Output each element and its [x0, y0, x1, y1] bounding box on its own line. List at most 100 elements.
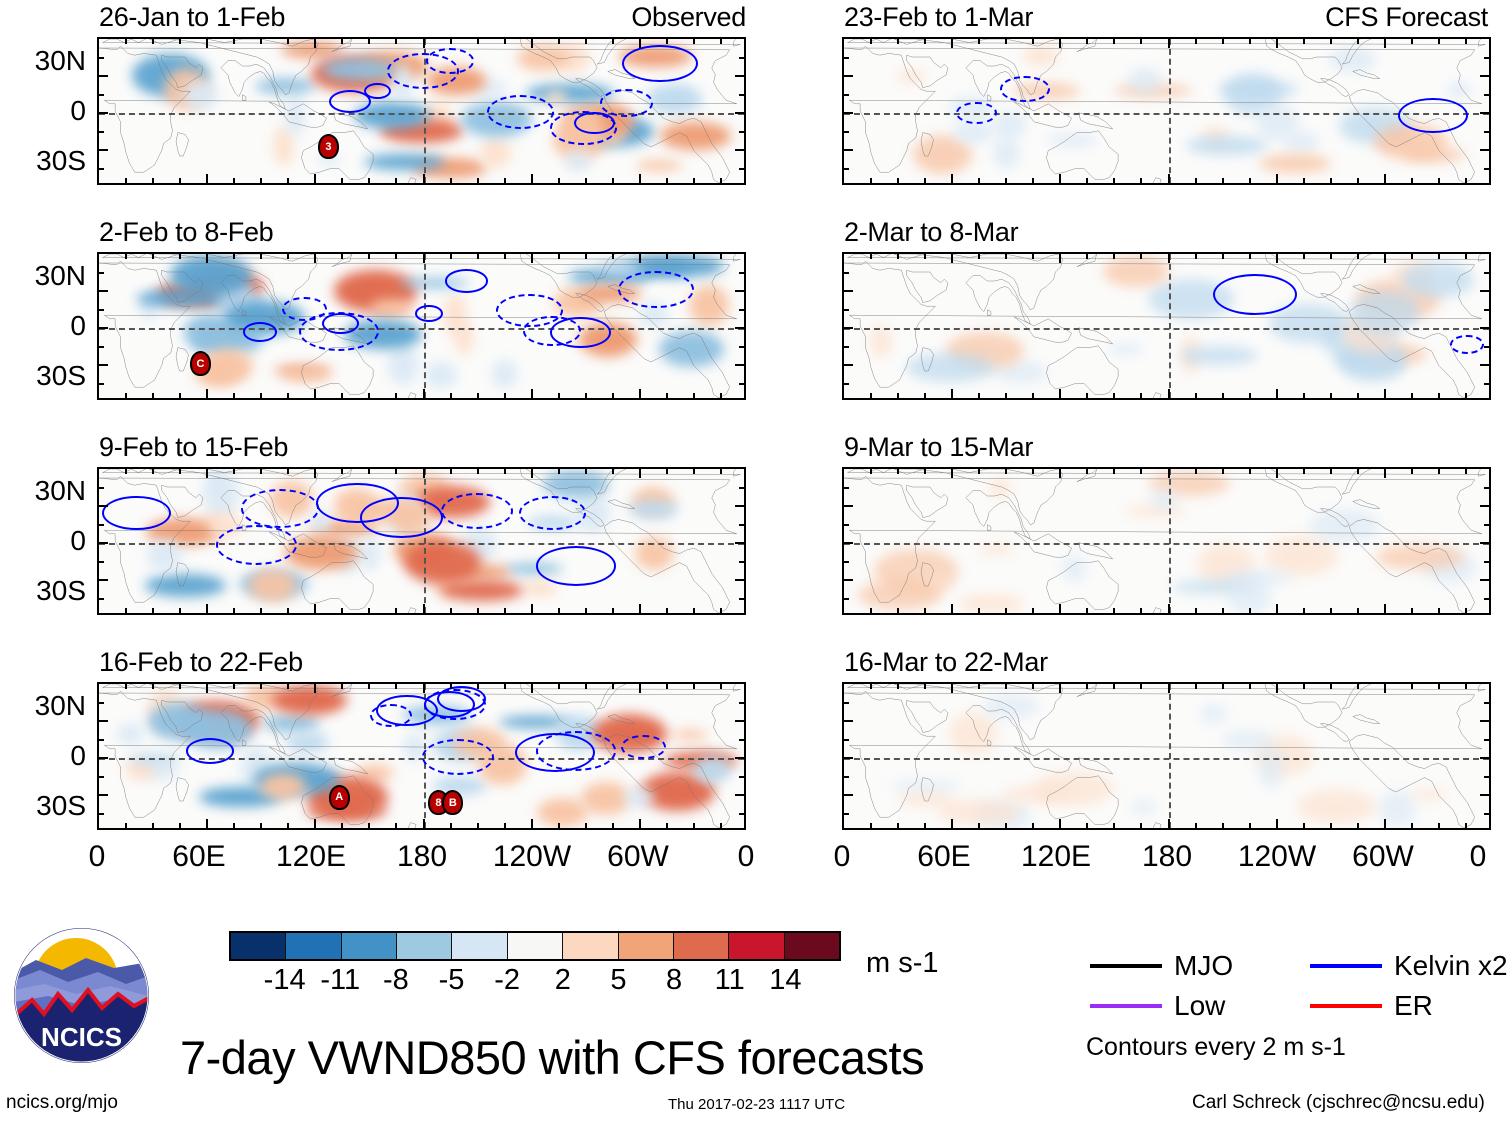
axis-tick: [341, 823, 344, 828]
colorbar-tick--2: -2: [494, 964, 521, 996]
axis-tick: [844, 382, 849, 385]
axis-tick: [1410, 823, 1413, 828]
axis-tick: [314, 819, 317, 828]
legend-item-er: ER: [1310, 992, 1433, 1020]
axis-tick: [951, 469, 954, 478]
axis-tick: [1356, 608, 1359, 613]
axis-tick: [1480, 290, 1489, 292]
anomaly-shading: [370, 298, 413, 317]
axis-tick: [287, 608, 290, 613]
axis-tick: [179, 608, 182, 613]
axis-tick: [260, 39, 263, 44]
axis-tick: [530, 174, 533, 183]
legend-label-kelvin: Kelvin x2: [1394, 950, 1508, 981]
axis-tick: [870, 684, 873, 689]
axis-tick: [1221, 39, 1224, 44]
axis-tick: [1275, 39, 1278, 48]
axis-tick: [99, 345, 104, 348]
axis-tick: [152, 608, 155, 613]
axis-tick: [1302, 823, 1305, 828]
map-panel-left-3: [97, 467, 746, 615]
axis-tick: [844, 794, 853, 796]
axis-tick: [314, 604, 317, 613]
axis-tick: [951, 39, 954, 48]
axis-tick: [1005, 469, 1008, 474]
anomaly-shading: [545, 90, 568, 107]
axis-tick: [503, 178, 506, 183]
axis-tick: [422, 469, 425, 478]
axis-tick: [844, 271, 849, 274]
axis-tick: [557, 254, 560, 259]
axis-tick: [314, 684, 317, 693]
anomaly-shading: [1131, 799, 1156, 816]
x-tick-right-60e: 60E: [917, 840, 971, 873]
x-tick-right-120e: 120E: [1020, 840, 1092, 873]
footer-site-link[interactable]: ncics.org/mjo: [6, 1092, 118, 1113]
axis-tick: [1464, 469, 1467, 474]
axis-tick: [1383, 684, 1386, 693]
axis-tick: [422, 819, 425, 828]
map-panel-left-2: [97, 252, 746, 400]
axis-tick: [260, 469, 263, 474]
axis-tick: [1167, 469, 1170, 478]
anomaly-shading: [285, 733, 329, 753]
axis-tick: [739, 775, 744, 778]
axis-tick: [739, 597, 744, 600]
wave-contour: [437, 685, 486, 712]
axis-tick: [739, 271, 744, 274]
colorbar-segment-8: [673, 933, 730, 959]
axis-tick: [1113, 254, 1116, 259]
axis-tick: [287, 254, 290, 259]
anomaly-shading: [136, 290, 222, 307]
x-tick-right-0: 0: [833, 840, 851, 873]
axis-tick: [152, 823, 155, 828]
axis-tick: [530, 684, 533, 693]
colorbar-tick-5: 5: [610, 964, 627, 996]
axis-tick: [422, 389, 425, 398]
axis-tick: [233, 608, 236, 613]
axis-tick: [1329, 608, 1332, 613]
anomaly-shading: [1001, 785, 1070, 803]
axis-tick: [844, 308, 849, 311]
axis-tick: [368, 823, 371, 828]
x-tick-left-0: 0: [88, 840, 106, 873]
axis-tick: [1383, 389, 1386, 398]
axis-tick: [152, 393, 155, 398]
axis-tick: [951, 819, 954, 828]
axis-tick: [1221, 254, 1224, 259]
axis-tick: [1329, 393, 1332, 398]
wave-contour: [215, 524, 298, 566]
colorbar-segment-0: [231, 933, 287, 959]
axis-tick: [1275, 254, 1278, 263]
axis-tick: [1032, 823, 1035, 828]
axis-tick: [99, 720, 108, 722]
anomaly-shading: [1227, 574, 1272, 613]
x-tick-right-180: 180: [1141, 840, 1193, 873]
axis-tick: [287, 823, 290, 828]
map-panel-right-4: [842, 682, 1491, 830]
axis-tick: [1329, 254, 1332, 259]
wave-contour: [519, 496, 587, 530]
y-tick-30n-row1: 30N: [34, 45, 86, 76]
y-tick-30n-row3: 30N: [34, 475, 86, 506]
axis-tick: [584, 684, 587, 689]
axis-tick: [1248, 684, 1251, 689]
axis-tick: [735, 720, 744, 722]
axis-tick: [422, 174, 425, 183]
equator-line: [844, 328, 1489, 330]
footer-author[interactable]: Carl Schreck (cjschrec@ncsu.edu): [1192, 1092, 1485, 1113]
axis-tick: [99, 290, 108, 292]
axis-tick: [1484, 167, 1489, 170]
axis-tick: [206, 819, 209, 828]
wave-contour: [1398, 98, 1468, 134]
axis-tick: [739, 523, 744, 526]
axis-tick: [1302, 254, 1305, 259]
axis-tick: [844, 560, 849, 563]
axis-tick: [844, 149, 853, 151]
axis-tick: [557, 469, 560, 474]
axis-tick: [1194, 823, 1197, 828]
axis-tick: [611, 684, 614, 689]
axis-tick: [206, 684, 209, 693]
axis-tick: [503, 469, 506, 474]
wave-contour: [328, 89, 372, 113]
